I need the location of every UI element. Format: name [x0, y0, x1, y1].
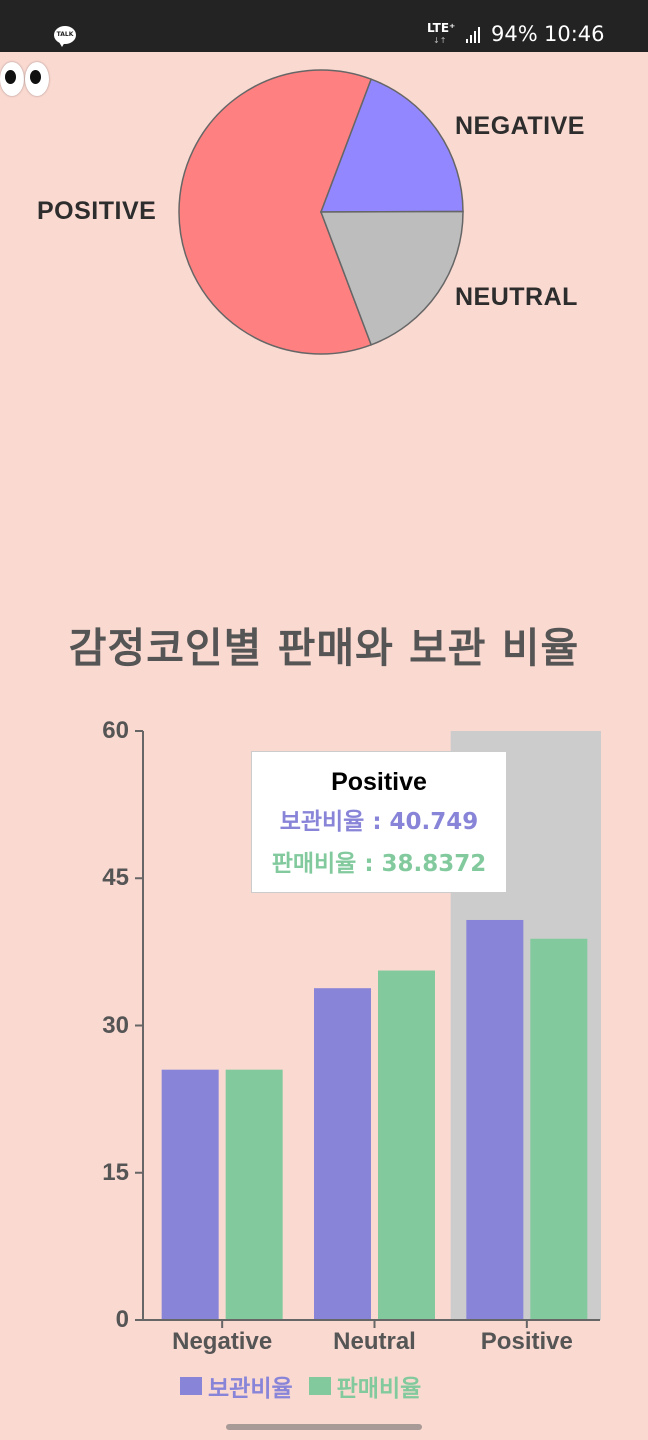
y-tick-label: 45 — [102, 864, 129, 892]
bar-neutral-storage[interactable] — [314, 988, 371, 1320]
battery-level: 94% — [491, 22, 538, 46]
chart-tooltip: Positive 보관비율 : 40.749 판매비율 : 38.8372 — [251, 751, 507, 893]
lte-icon: LTE⁺ — [427, 21, 456, 35]
tooltip-storage-ratio: 보관비율 : 40.749 — [279, 809, 479, 835]
y-tick-label: 30 — [102, 1011, 129, 1039]
kakaotalk-icon: TALK — [54, 26, 76, 47]
bar-neutral-sales[interactable] — [378, 970, 435, 1320]
y-tick-label: 60 — [102, 717, 129, 744]
pie-slice-neutral[interactable] — [319, 210, 464, 346]
bar-chart-title: 감정코인별 판매와 보관 비율 — [68, 624, 580, 672]
x-tick-label-positive: Positive — [480, 1328, 573, 1355]
legend-item-sales[interactable]: 판매비율 — [308, 1369, 422, 1403]
pie-label-positive: POSITIVE — [37, 197, 157, 225]
legend-label-storage: 보관비율 — [208, 1376, 293, 1402]
bar-negative-storage[interactable] — [161, 1069, 219, 1320]
x-tick-label-neutral: Neutral — [333, 1328, 416, 1355]
legend-swatch-storage — [180, 1377, 202, 1395]
bar-positive-storage[interactable] — [466, 919, 524, 1320]
chart-legend: 보관비율 판매비율 — [180, 1370, 421, 1402]
pie-label-neutral: NEUTRAL — [455, 283, 578, 311]
y-tick-label: 0 — [115, 1306, 129, 1333]
tooltip-title: Positive — [331, 768, 427, 796]
tooltip-sales-ratio: 판매비율 : 38.8372 — [271, 851, 487, 877]
data-arrows-icon: ↓↑ — [433, 36, 447, 45]
legend-label-sales: 판매비율 — [336, 1376, 422, 1402]
y-tick-label: 15 — [102, 1158, 129, 1186]
eye-icon-left — [0, 62, 24, 96]
pie-chart — [178, 69, 464, 355]
status-bar: TALK LTE⁺ ↓↑ 94% 10:46 — [0, 0, 648, 52]
pie-label-negative: NEGATIVE — [455, 112, 585, 140]
clock: 10:46 — [544, 22, 605, 46]
home-indicator[interactable] — [226, 1424, 422, 1430]
signal-icon — [466, 27, 484, 43]
eye-icon-right — [25, 62, 49, 96]
x-tick-label-negative: Negative — [172, 1328, 273, 1355]
bar-positive-sales[interactable] — [530, 938, 588, 1320]
legend-swatch-sales — [308, 1377, 331, 1395]
pie-slice-positive[interactable] — [178, 69, 373, 355]
bar-negative-sales[interactable] — [225, 1069, 283, 1320]
pie-slice-negative[interactable] — [319, 78, 464, 213]
legend-item-storage[interactable]: 보관비율 — [180, 1369, 293, 1403]
